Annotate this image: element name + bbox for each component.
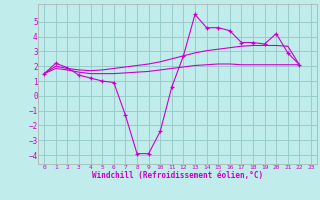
- X-axis label: Windchill (Refroidissement éolien,°C): Windchill (Refroidissement éolien,°C): [92, 171, 263, 180]
